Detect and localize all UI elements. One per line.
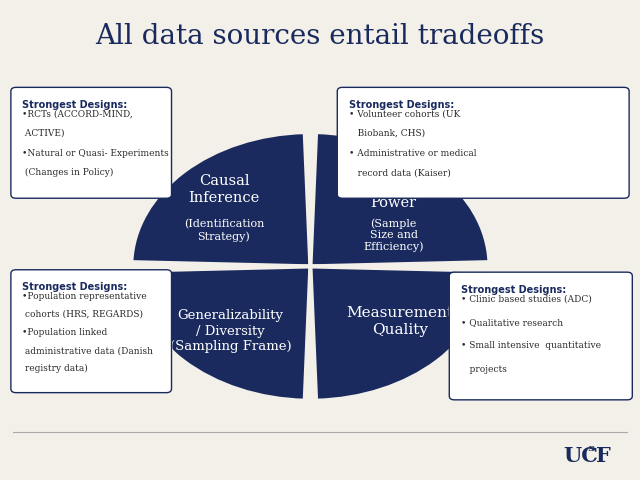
Wedge shape — [310, 266, 490, 401]
Text: All data sources entail tradeoffs: All data sources entail tradeoffs — [95, 23, 545, 49]
Text: Strongest Designs:: Strongest Designs: — [22, 282, 127, 292]
Text: •Natural or Quasi- Experiments: •Natural or Quasi- Experiments — [22, 148, 169, 157]
Wedge shape — [310, 132, 490, 266]
Text: Statistical
Power: Statistical Power — [356, 180, 431, 209]
Text: Biobank, CHS): Biobank, CHS) — [349, 129, 425, 138]
Text: UC: UC — [563, 446, 598, 466]
Text: Generalizability
/ Diversity
(Sampling Frame): Generalizability / Diversity (Sampling F… — [170, 309, 291, 353]
Text: (Sample
Size and
Efficiency): (Sample Size and Efficiency) — [364, 218, 424, 252]
Text: Measurement
Quality: Measurement Quality — [346, 306, 454, 337]
Text: • Administrative or medical: • Administrative or medical — [349, 148, 476, 157]
Text: record data (Kaiser): record data (Kaiser) — [349, 168, 451, 177]
FancyBboxPatch shape — [11, 270, 172, 393]
Text: Causal
Inference: Causal Inference — [188, 175, 260, 204]
Text: (Changes in Policy): (Changes in Policy) — [22, 168, 114, 177]
Text: cohorts (HRS, REGARDS): cohorts (HRS, REGARDS) — [22, 310, 143, 319]
Wedge shape — [131, 266, 310, 401]
Text: •Population linked: •Population linked — [22, 328, 108, 337]
Text: • Small intensive  quantitative: • Small intensive quantitative — [461, 341, 601, 350]
Wedge shape — [131, 132, 310, 266]
Text: • Volunteer cohorts (UK: • Volunteer cohorts (UK — [349, 109, 460, 119]
Text: F: F — [596, 446, 611, 466]
Text: ˢ: ˢ — [588, 443, 595, 461]
Text: Strongest Designs:: Strongest Designs: — [349, 100, 454, 110]
Text: ACTIVE): ACTIVE) — [22, 129, 65, 138]
Text: Strongest Designs:: Strongest Designs: — [461, 285, 566, 295]
Text: •RCTs (ACCORD-MIND,: •RCTs (ACCORD-MIND, — [22, 109, 133, 119]
FancyBboxPatch shape — [337, 87, 629, 198]
Text: administrative data (Danish: administrative data (Danish — [22, 346, 154, 355]
Text: • Qualitative research: • Qualitative research — [461, 318, 563, 327]
Text: •Population representative: •Population representative — [22, 292, 147, 301]
Text: Strongest Designs:: Strongest Designs: — [22, 100, 127, 110]
FancyBboxPatch shape — [11, 87, 172, 198]
Text: • Clinic based studies (ADC): • Clinic based studies (ADC) — [461, 294, 591, 303]
Text: projects: projects — [461, 365, 507, 373]
Text: registry data): registry data) — [22, 364, 88, 373]
Text: (Identification
Strategy): (Identification Strategy) — [184, 219, 264, 242]
FancyBboxPatch shape — [449, 272, 632, 400]
